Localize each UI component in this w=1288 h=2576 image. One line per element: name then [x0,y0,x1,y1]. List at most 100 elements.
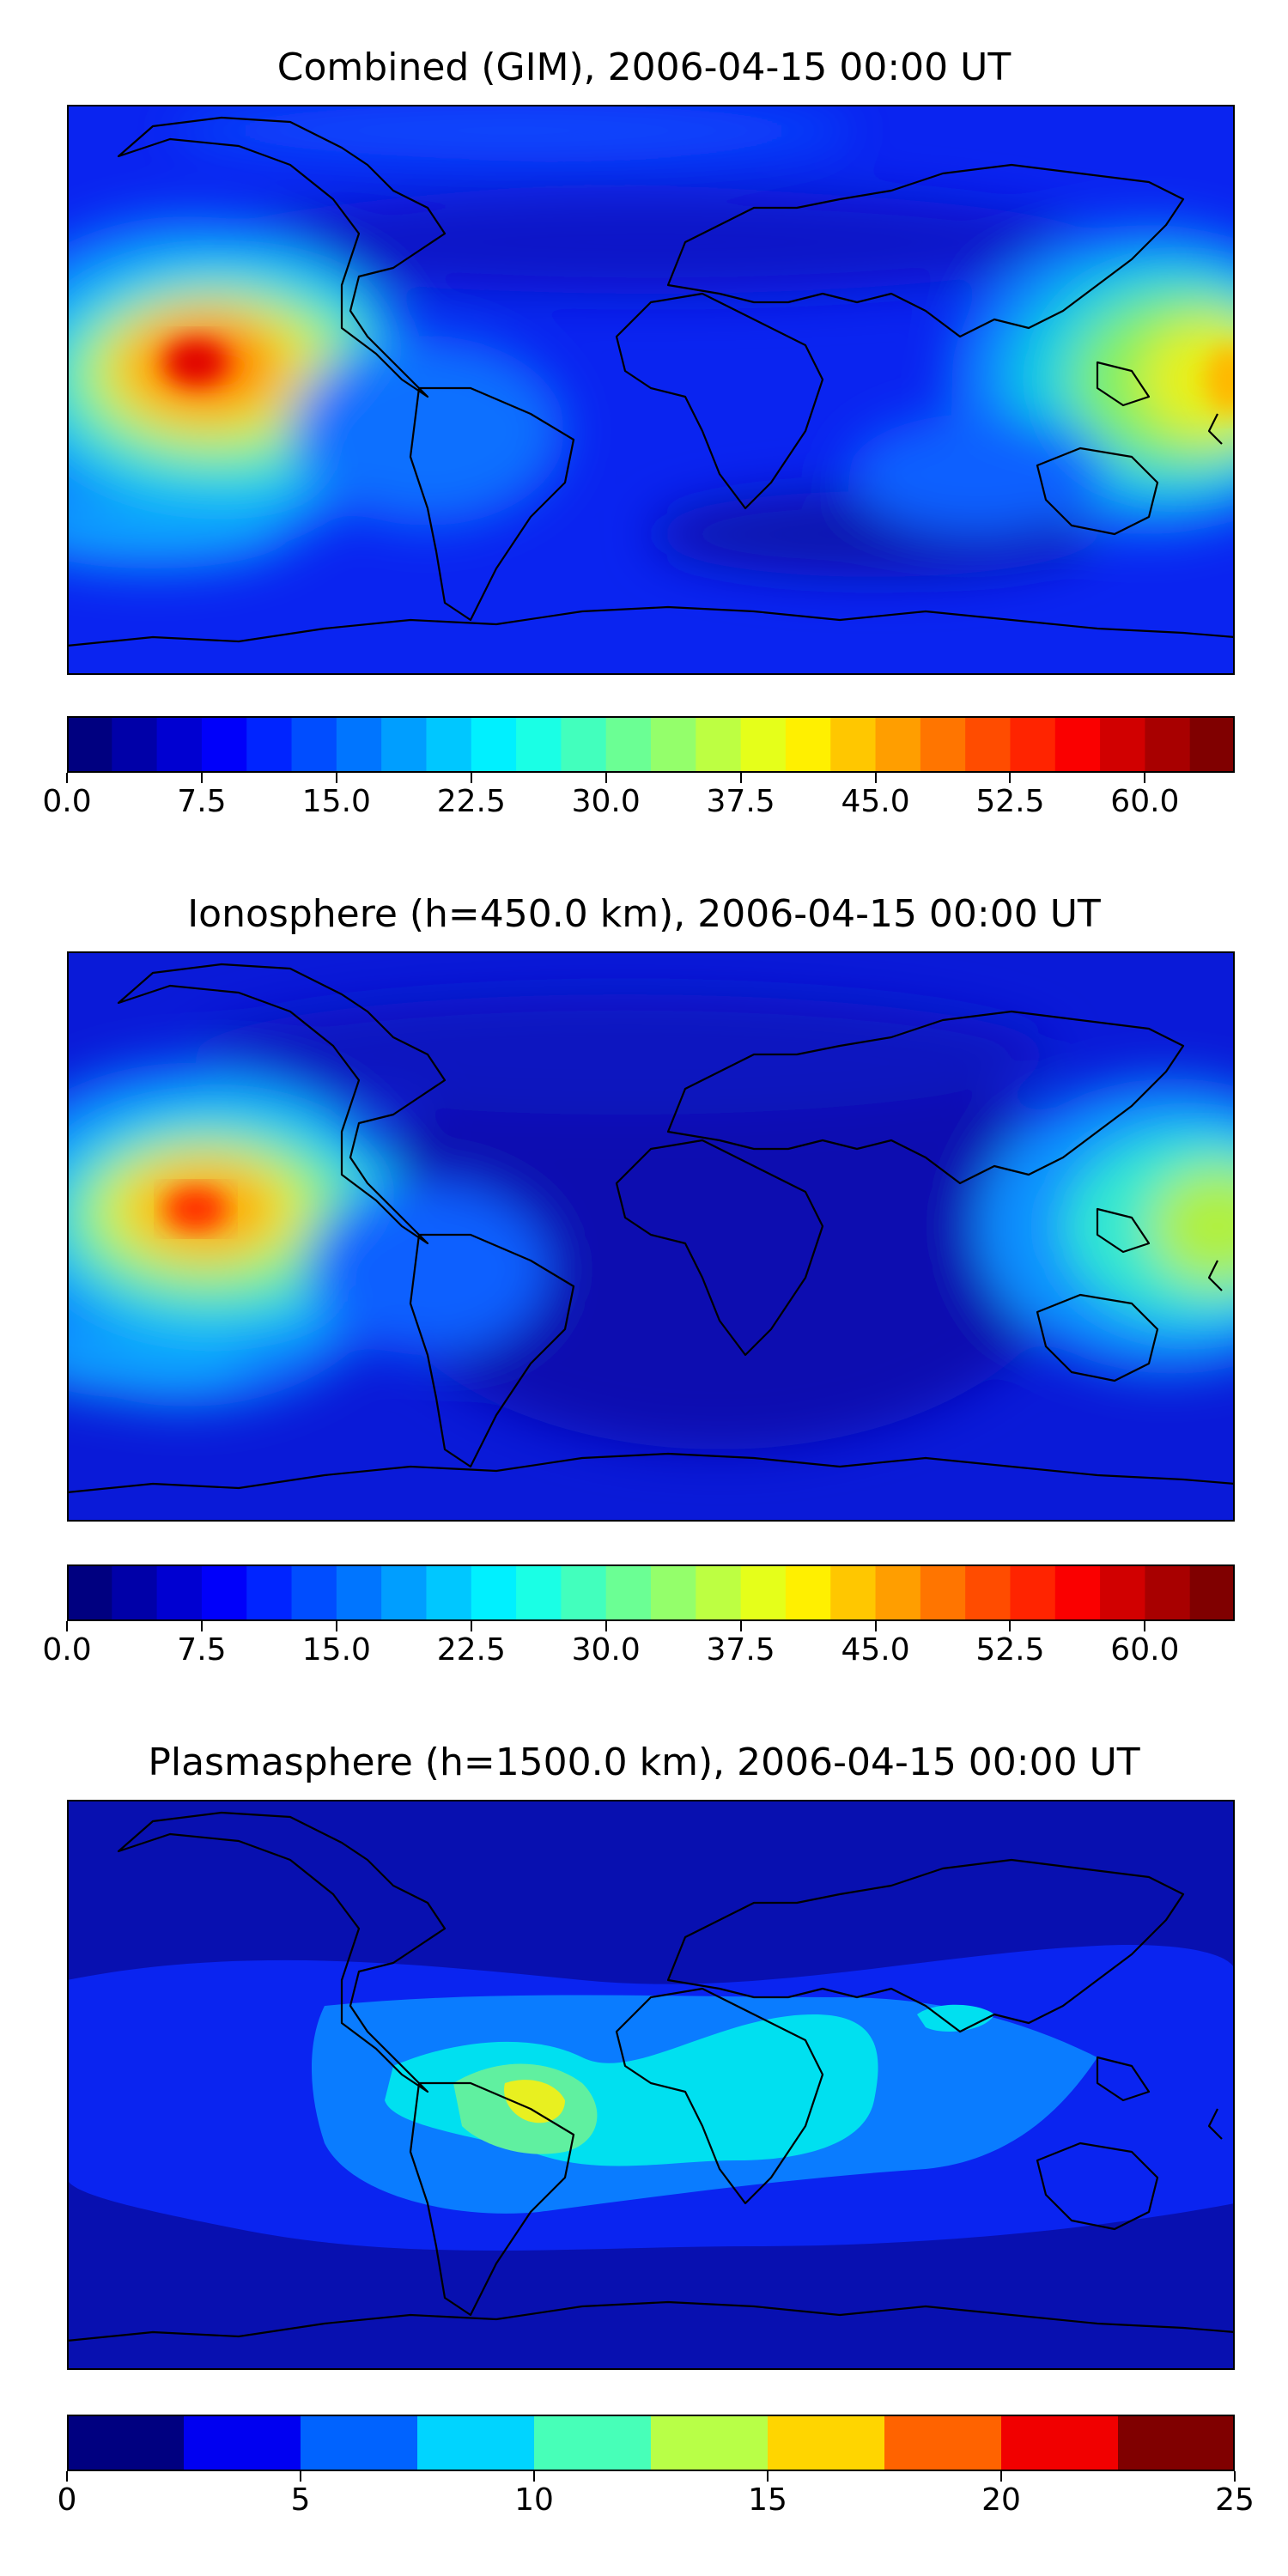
colorbar-band [67,716,112,773]
colorbar-band [920,1564,966,1621]
colorbar-tick-mark [66,1621,68,1631]
colorbar-band [1145,716,1191,773]
colorbar-tick-label: 10 [514,2482,554,2518]
colorbar-band [830,716,877,773]
colorbar-band [561,716,607,773]
colorbar-band [965,716,1011,773]
colorbar-band [768,2415,885,2471]
colorbar-band [516,1564,562,1621]
colorbar-tick-mark [874,773,877,783]
colorbar-band [740,716,787,773]
colorbar-tick-mark [335,773,337,783]
colorbar-tick-mark [335,1621,337,1631]
colorbar-band [1010,1564,1056,1621]
colorbar-tick-mark [1234,2471,1236,2482]
colorbar-band [920,716,966,773]
colorbar-tick-mark [739,773,742,783]
colorbar-band [301,2415,418,2471]
coastlines [67,116,1235,647]
colorbar-band [884,2415,1002,2471]
colorbar-band [605,1564,652,1621]
colorbar-frame [67,2415,1235,2471]
panel-title-ionosphere: Ionosphere (h=450.0 km), 2006-04-15 00:0… [187,892,1101,936]
colorbar-band [605,716,652,773]
colorbar-tick-label: 37.5 [706,1632,775,1668]
colorbar-band [246,716,293,773]
colorbar-band [1054,1564,1101,1621]
colorbar-tick-mark [470,1621,472,1631]
colorbar-ticks-combined: 0.0 7.5 15.0 22.5 30.0 37.5 45.0 52.5 60.0 [42,773,1235,833]
colorbar-tick-label: 52.5 [975,784,1045,819]
colorbar-tick-label: 15.0 [301,784,371,819]
colorbar-band [156,716,203,773]
colorbar-tick-label: 60.0 [1110,1632,1180,1668]
colorbar-ticks-plasmasphere: 0 5 10 15 20 25 [58,2471,1255,2531]
colorbar-band [1054,716,1101,773]
colorbar-tick-mark [300,2471,301,2482]
colorbar-tick-mark [66,773,68,783]
colorbar-tick-mark [533,2471,535,2482]
colorbar-band [336,716,382,773]
colorbar-tick-label: 7.5 [177,784,227,819]
colorbar-tick-label: 22.5 [436,784,506,819]
colorbar-band [381,1564,427,1621]
colorbar-tick-mark [200,773,203,783]
colorbar-tick-label: 45.0 [841,1632,910,1668]
colorbar-tick-mark [605,1621,607,1631]
colorbar-tick-label: 7.5 [177,1632,227,1668]
colorbar-band [156,1564,203,1621]
colorbar-tick-mark [874,1621,877,1631]
colorbar-band [785,1564,831,1621]
colorbar-tick-mark [739,1621,742,1631]
colorbar-band [534,2415,652,2471]
colorbar-band [291,716,337,773]
colorbar-combined [67,716,1235,773]
colorbar-band [426,1564,472,1621]
colorbar-band [696,716,742,773]
colorbar-band [561,1564,607,1621]
colorbar-band [112,1564,158,1621]
colorbar-ticks-ionosphere: 0.0 7.5 15.0 22.5 30.0 37.5 45.0 52.5 60.0 [42,1621,1235,1681]
colorbar-tick-label: 30.0 [571,784,641,819]
colorbar-frame [67,716,1235,773]
colorbar-tick-label: 25 [1215,2482,1255,2518]
contour-bands [67,1945,1235,2251]
colorbar-tick-mark [767,2471,769,2482]
colorbar-band [516,716,562,773]
colorbar-band [651,2415,769,2471]
map-ionosphere [67,951,1235,1522]
colorbar-band [112,716,158,773]
colorbar-band [1100,716,1145,773]
colorbar-band [246,1564,293,1621]
colorbar-band [184,2415,301,2471]
colorbar-tick-label: 15.0 [301,1632,371,1668]
colorbar-band [875,1564,921,1621]
colorbar-tick-label: 15 [748,2482,787,2518]
colorbar-band [67,2415,185,2471]
colorbar-tick-mark [200,1621,203,1631]
map-plasmasphere [67,1800,1235,2370]
map-combined [67,105,1235,675]
colorbar-tick-label: 0 [57,2482,77,2518]
colorbar-tick-label: 60.0 [1110,784,1180,819]
colorbar-band [830,1564,877,1621]
colorbar-tick-label: 20 [981,2482,1021,2518]
colorbar-band [1145,1564,1191,1621]
colorbar-band [651,716,696,773]
panel-title-combined: Combined (GIM), 2006-04-15 00:00 UT [276,46,1012,89]
colorbar-band [1010,716,1056,773]
colorbar-band [965,1564,1011,1621]
colorbar-tick-mark [1000,2471,1002,2482]
colorbar-tick-label: 30.0 [571,1632,641,1668]
colorbar-tick-mark [66,2471,68,2482]
colorbar-band [740,1564,787,1621]
colorbar-band [1001,2415,1119,2471]
colorbar-band [785,716,831,773]
colorbar-tick-mark [1009,773,1012,783]
colorbar-tick-label: 0.0 [42,784,92,819]
colorbar-band [696,1564,742,1621]
colorbar-tick-mark [605,773,607,783]
colorbar-tick-mark [1009,1621,1012,1631]
colorbar-tick-mark [1144,773,1146,783]
colorbar-tick-label: 52.5 [975,1632,1045,1668]
